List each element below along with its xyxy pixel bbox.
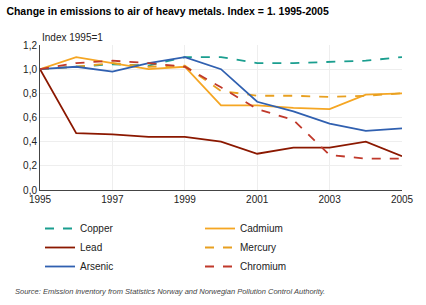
svg-text:0,0: 0,0: [23, 185, 37, 196]
svg-text:0,8: 0,8: [23, 88, 37, 99]
svg-text:Mercury: Mercury: [240, 242, 276, 253]
svg-text:1,2: 1,2: [23, 40, 37, 51]
svg-text:Lead: Lead: [80, 242, 102, 253]
svg-text:Arsenic: Arsenic: [80, 261, 113, 272]
svg-text:2003: 2003: [318, 194, 341, 205]
svg-text:Cadmium: Cadmium: [240, 223, 283, 234]
svg-text:2001: 2001: [246, 194, 269, 205]
svg-text:0,6: 0,6: [23, 112, 37, 123]
svg-text:1,0: 1,0: [23, 64, 37, 75]
svg-text:Copper: Copper: [80, 223, 113, 234]
svg-text:Change in emissions to air of: Change in emissions to air of heavy meta…: [6, 5, 329, 17]
svg-text:Chromium: Chromium: [240, 261, 286, 272]
svg-text:0,4: 0,4: [23, 136, 37, 147]
svg-text:Source: Emission inventory fro: Source: Emission inventory from Statisti…: [15, 287, 325, 296]
svg-text:2005: 2005: [391, 194, 414, 205]
svg-text:1997: 1997: [101, 194, 124, 205]
svg-text:Index 1995=1: Index 1995=1: [42, 32, 103, 43]
svg-text:0,2: 0,2: [23, 160, 37, 171]
svg-text:1999: 1999: [174, 194, 197, 205]
svg-text:1995: 1995: [29, 194, 52, 205]
